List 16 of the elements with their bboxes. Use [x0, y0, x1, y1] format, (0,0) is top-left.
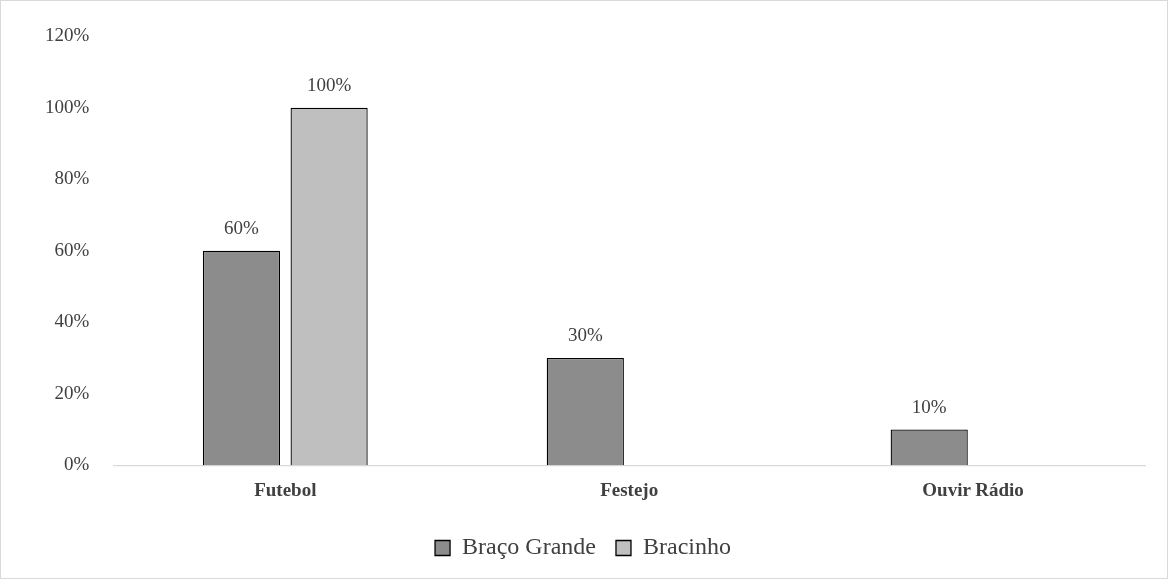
x-tick-label: Ouvir Rádio: [922, 478, 1024, 500]
y-tick-label: 80%: [54, 167, 90, 189]
y-tick-label: 100%: [45, 95, 90, 117]
data-label: 30%: [567, 324, 603, 346]
y-tick-label: 20%: [54, 381, 90, 403]
legend-label: Braço Grande: [462, 533, 596, 560]
y-tick-label: 0%: [64, 453, 90, 475]
data-label: 60%: [224, 217, 260, 239]
y-tick-label: 120%: [45, 24, 90, 46]
y-tick-label: 60%: [54, 238, 90, 260]
x-tick-label: Futebol: [254, 478, 317, 500]
y-tick-label: 40%: [54, 310, 90, 332]
x-tick-label: Festejo: [600, 478, 659, 500]
data-label: 100%: [306, 74, 352, 96]
legend-label: Bracinho: [642, 533, 731, 560]
data-label: 10%: [911, 395, 947, 417]
